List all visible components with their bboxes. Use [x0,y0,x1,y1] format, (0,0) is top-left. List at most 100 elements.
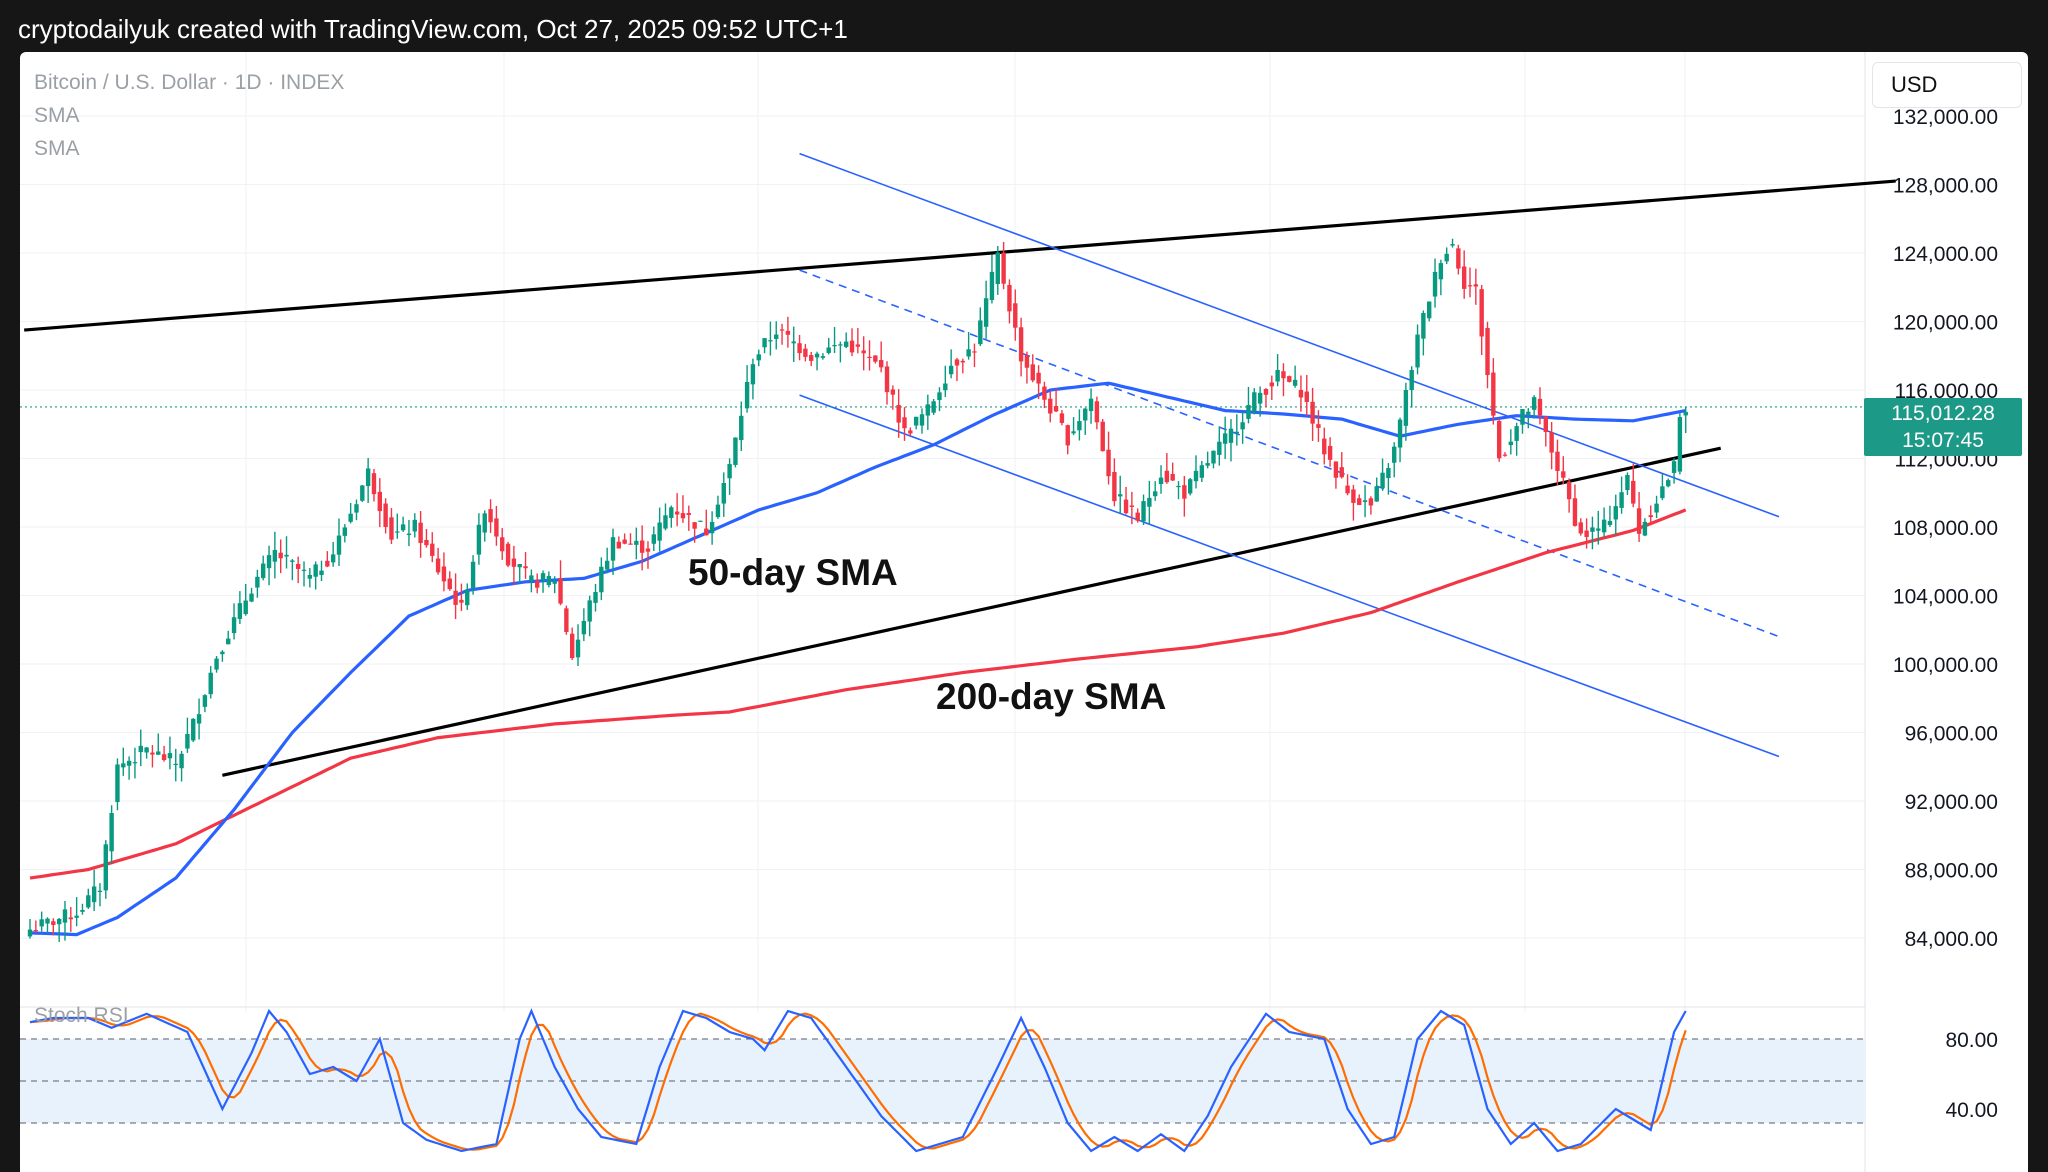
candle-body [762,338,767,348]
candle-body [948,365,954,375]
sma-legend-1[interactable]: SMA [34,104,80,127]
price-chart[interactable]: 132,000.00 128,000.00 124,000.00 120,000.00… [20,52,2028,1172]
rsi-tick-label: 40.00 [1945,1099,1998,1122]
candle-body [1327,445,1333,460]
candle-body [179,753,184,769]
candle-body [849,340,855,353]
y-tick-label: 120,000.00 [1893,312,1998,335]
candle-body [639,540,645,553]
candle-body [1642,521,1648,536]
candle-body [1386,468,1391,479]
candle-body [558,578,563,604]
candle-body [249,593,254,602]
candle-body [91,886,97,903]
candle-body [395,531,400,533]
candle-body [750,364,756,385]
candle-body [1432,271,1438,297]
candle-body [39,919,44,927]
candle-body [704,528,709,536]
candle-body [266,555,272,569]
candle-body [237,603,243,619]
candle-body [797,343,802,354]
candle-body [896,405,901,423]
candle-body [1018,327,1024,362]
candle-body [470,561,476,589]
candle-body [1007,284,1012,312]
candle-body [826,347,831,353]
candle-body [476,524,482,555]
candle-body [1357,498,1362,505]
candle-body [546,576,552,586]
candle-body [202,695,208,707]
candle-body [1596,528,1601,531]
candle-body [966,349,971,357]
candle-body [465,589,470,606]
candle-body [1607,521,1613,525]
y-tick-label: 104,000.00 [1893,586,1998,609]
candle-body [1456,248,1461,269]
candle-body [1071,431,1076,434]
candle-body [226,638,231,645]
channel-bottom-trendline [799,394,1780,758]
candle-body [109,813,114,852]
y-tick-label: 92,000.00 [1905,791,1998,814]
candle-body [884,366,890,393]
candle-body [208,672,213,695]
candle-body [45,918,50,924]
candle-body [150,752,155,755]
candle-body [371,473,377,495]
candle-body [1380,472,1385,489]
candle-body [1077,421,1082,431]
candle-body [931,401,936,413]
channel-mid-trendline [799,269,1780,638]
candle-body [616,541,622,549]
candle-body [412,519,417,532]
candle-body [715,504,721,518]
candle-body [278,552,283,559]
candle-body [1438,263,1444,280]
candle-body [1374,486,1379,502]
candle-body [820,356,826,358]
candle-body [878,359,884,368]
candle-body [669,507,674,518]
candle-body [1048,398,1053,414]
candle-body [284,554,289,557]
y-tick-label: 124,000.00 [1893,243,1998,266]
candle-body [1625,474,1630,491]
upper-wedge-trendline [24,179,1896,332]
symbol-label[interactable]: Bitcoin / U.S. Dollar · 1D · INDEX [34,71,345,94]
candle-body [1648,515,1653,518]
candle-body [62,909,68,923]
candle-body [832,345,837,347]
candle-body [1549,432,1554,453]
candle-body [1427,301,1432,319]
candle-body [196,714,202,724]
stoch-rsi-title: Stoch RSI [34,1004,129,1027]
candle-body [27,929,33,937]
candle-body [535,580,540,588]
candle-body [383,503,388,527]
candle-body [1234,431,1240,434]
candle-body [604,560,610,570]
candle-body [126,760,132,766]
candle-body [325,560,330,567]
candle-body [1397,419,1403,448]
candle-body [733,437,738,465]
chart-panel[interactable]: 132,000.00 128,000.00 124,000.00 120,000.00… [20,52,2028,1172]
candle-body [569,633,575,659]
candle-body [156,751,161,755]
candle-body [1001,252,1006,284]
currency-selector[interactable]: USD [1872,62,2022,108]
sma-legend-2[interactable]: SMA [34,137,80,160]
candle-body [1572,498,1578,526]
candle-body [1566,481,1572,500]
y-tick-label: 128,000.00 [1893,175,1998,198]
candle-body [231,617,237,634]
candle-body [290,560,295,562]
candle-body [855,344,861,347]
candle-body [1322,438,1327,455]
candle-body [686,513,691,516]
candle-body [115,764,120,803]
candle-body [1415,334,1420,368]
candle-body [739,415,744,441]
